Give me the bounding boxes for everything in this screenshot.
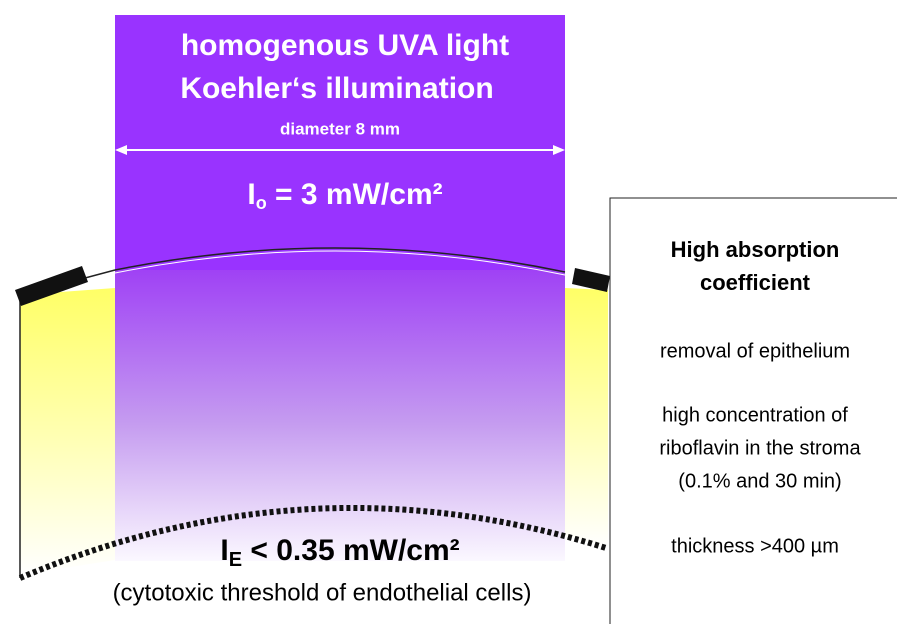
panel-heading: High absorption [671,237,840,262]
caption: (cytotoxic threshold of endothelial cell… [113,579,532,606]
panel-heading: coefficient [700,270,811,295]
panel-item: high concentration of [662,404,848,426]
diagram: homogenous UVA light Koehler‘s illuminat… [0,0,897,624]
diameter-label: diameter 8 mm [280,119,400,138]
panel-item: riboflavin in the stroma [659,437,861,459]
cornea-edge [85,270,115,278]
endothelial-intensity: IE < 0.35 mW/cm² [220,534,459,571]
beam-title: Koehler‘s illumination [180,72,493,105]
incident-intensity: Io = 3 mW/cm² [247,178,442,213]
panel-item: thickness >400 µm [671,535,839,557]
stroma-left [20,288,115,575]
panel-item: (0.1% and 30 min) [678,470,841,492]
epithelium-right [572,268,610,292]
page: {"beam": {"title_lines": ["homogenous UV… [0,0,897,624]
stroma-right [565,288,608,548]
beam-title: homogenous UVA light [181,29,509,62]
panel-item: removal of epithelium [660,340,850,362]
